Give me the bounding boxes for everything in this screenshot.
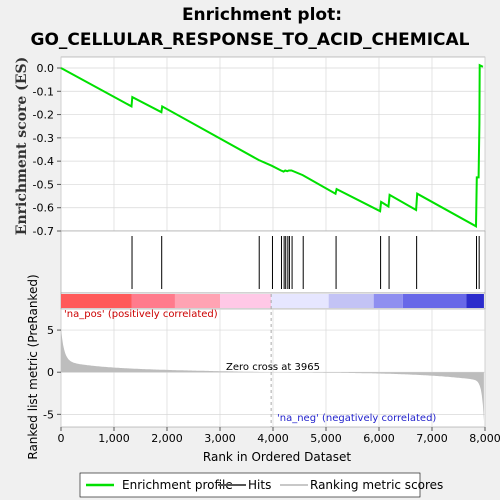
zero-cross-label: Zero cross at 3965 (226, 362, 320, 373)
colorbar-segment (373, 294, 403, 308)
hits-panel (60, 230, 486, 294)
colorbar-segment (220, 294, 272, 308)
x-tick-label: 5,000 (310, 432, 342, 445)
x-ticks: 0 1,000 2,000 3,000 4,000 5,000 6,000 7,000 8,00… (58, 427, 500, 445)
es-tick-label: -0.5 (33, 178, 54, 191)
enrichment-profile-line (60, 63, 484, 228)
x-tick-label: 2,000 (151, 432, 183, 445)
x-tick-label: 3,000 (204, 432, 236, 445)
colorbar-segment (131, 294, 175, 308)
rank-y-ticks: 5 0 -5 (43, 324, 61, 421)
legend-label: Hits (248, 478, 271, 492)
x-tick-label: 7,000 (416, 432, 448, 445)
x-tick-label: 1,000 (98, 432, 130, 445)
colorbar-segment (328, 294, 374, 308)
es-gridlines (60, 57, 486, 232)
x-tick-label: 0 (58, 432, 65, 445)
x-tick-label: 8,000 (469, 432, 500, 445)
chart-title-line1: Enrichment plot: (182, 5, 342, 25)
legend-label: Enrichment profile (122, 478, 233, 492)
na-neg-label: 'na_neg' (negatively correlated) (277, 413, 436, 424)
es-tick-label: 0.0 (37, 62, 55, 75)
es-tick-label: -0.4 (33, 155, 54, 168)
legend-label: Ranking metric scores (310, 478, 443, 492)
legend: Enrichment profile Hits Ranking metric sco… (86, 478, 443, 492)
colorbar-segment (61, 294, 132, 308)
x-tick-label: 4,000 (257, 432, 289, 445)
colorbar-segment (466, 294, 484, 308)
colorbar (61, 294, 484, 308)
es-tick-label: -0.1 (33, 85, 54, 98)
es-y-axis-label: Enrichment score (ES) (14, 57, 30, 235)
rank-y-axis-label: Ranked list metric (PreRanked) (26, 274, 40, 459)
rank-tick-label: 5 (47, 324, 54, 337)
rank-tick-label: 0 (47, 366, 54, 379)
colorbar-segment (402, 294, 467, 308)
colorbar-segment (174, 294, 220, 308)
rank-tick-label: -5 (43, 408, 54, 421)
hit-marks (131, 236, 480, 289)
x-tick-label: 6,000 (363, 432, 395, 445)
es-tick-label: -0.2 (33, 109, 54, 122)
chart-title-line2: GO_CELLULAR_RESPONSE_TO_ACID_CHEMICAL (30, 30, 469, 50)
es-tick-label: -0.3 (33, 132, 54, 145)
es-tick-label: -0.7 (33, 225, 54, 238)
legend-box (79, 472, 421, 498)
es-y-ticks: 0.0 -0.1 -0.2 -0.3 -0.4 -0.5 -0.6 -0.7 (33, 62, 61, 238)
es-tick-label: -0.6 (33, 202, 54, 215)
x-axis-label: Rank in Ordered Dataset (203, 450, 351, 464)
na-pos-label: 'na_pos' (positively correlated) (64, 309, 218, 320)
colorbar-segment (271, 294, 329, 308)
